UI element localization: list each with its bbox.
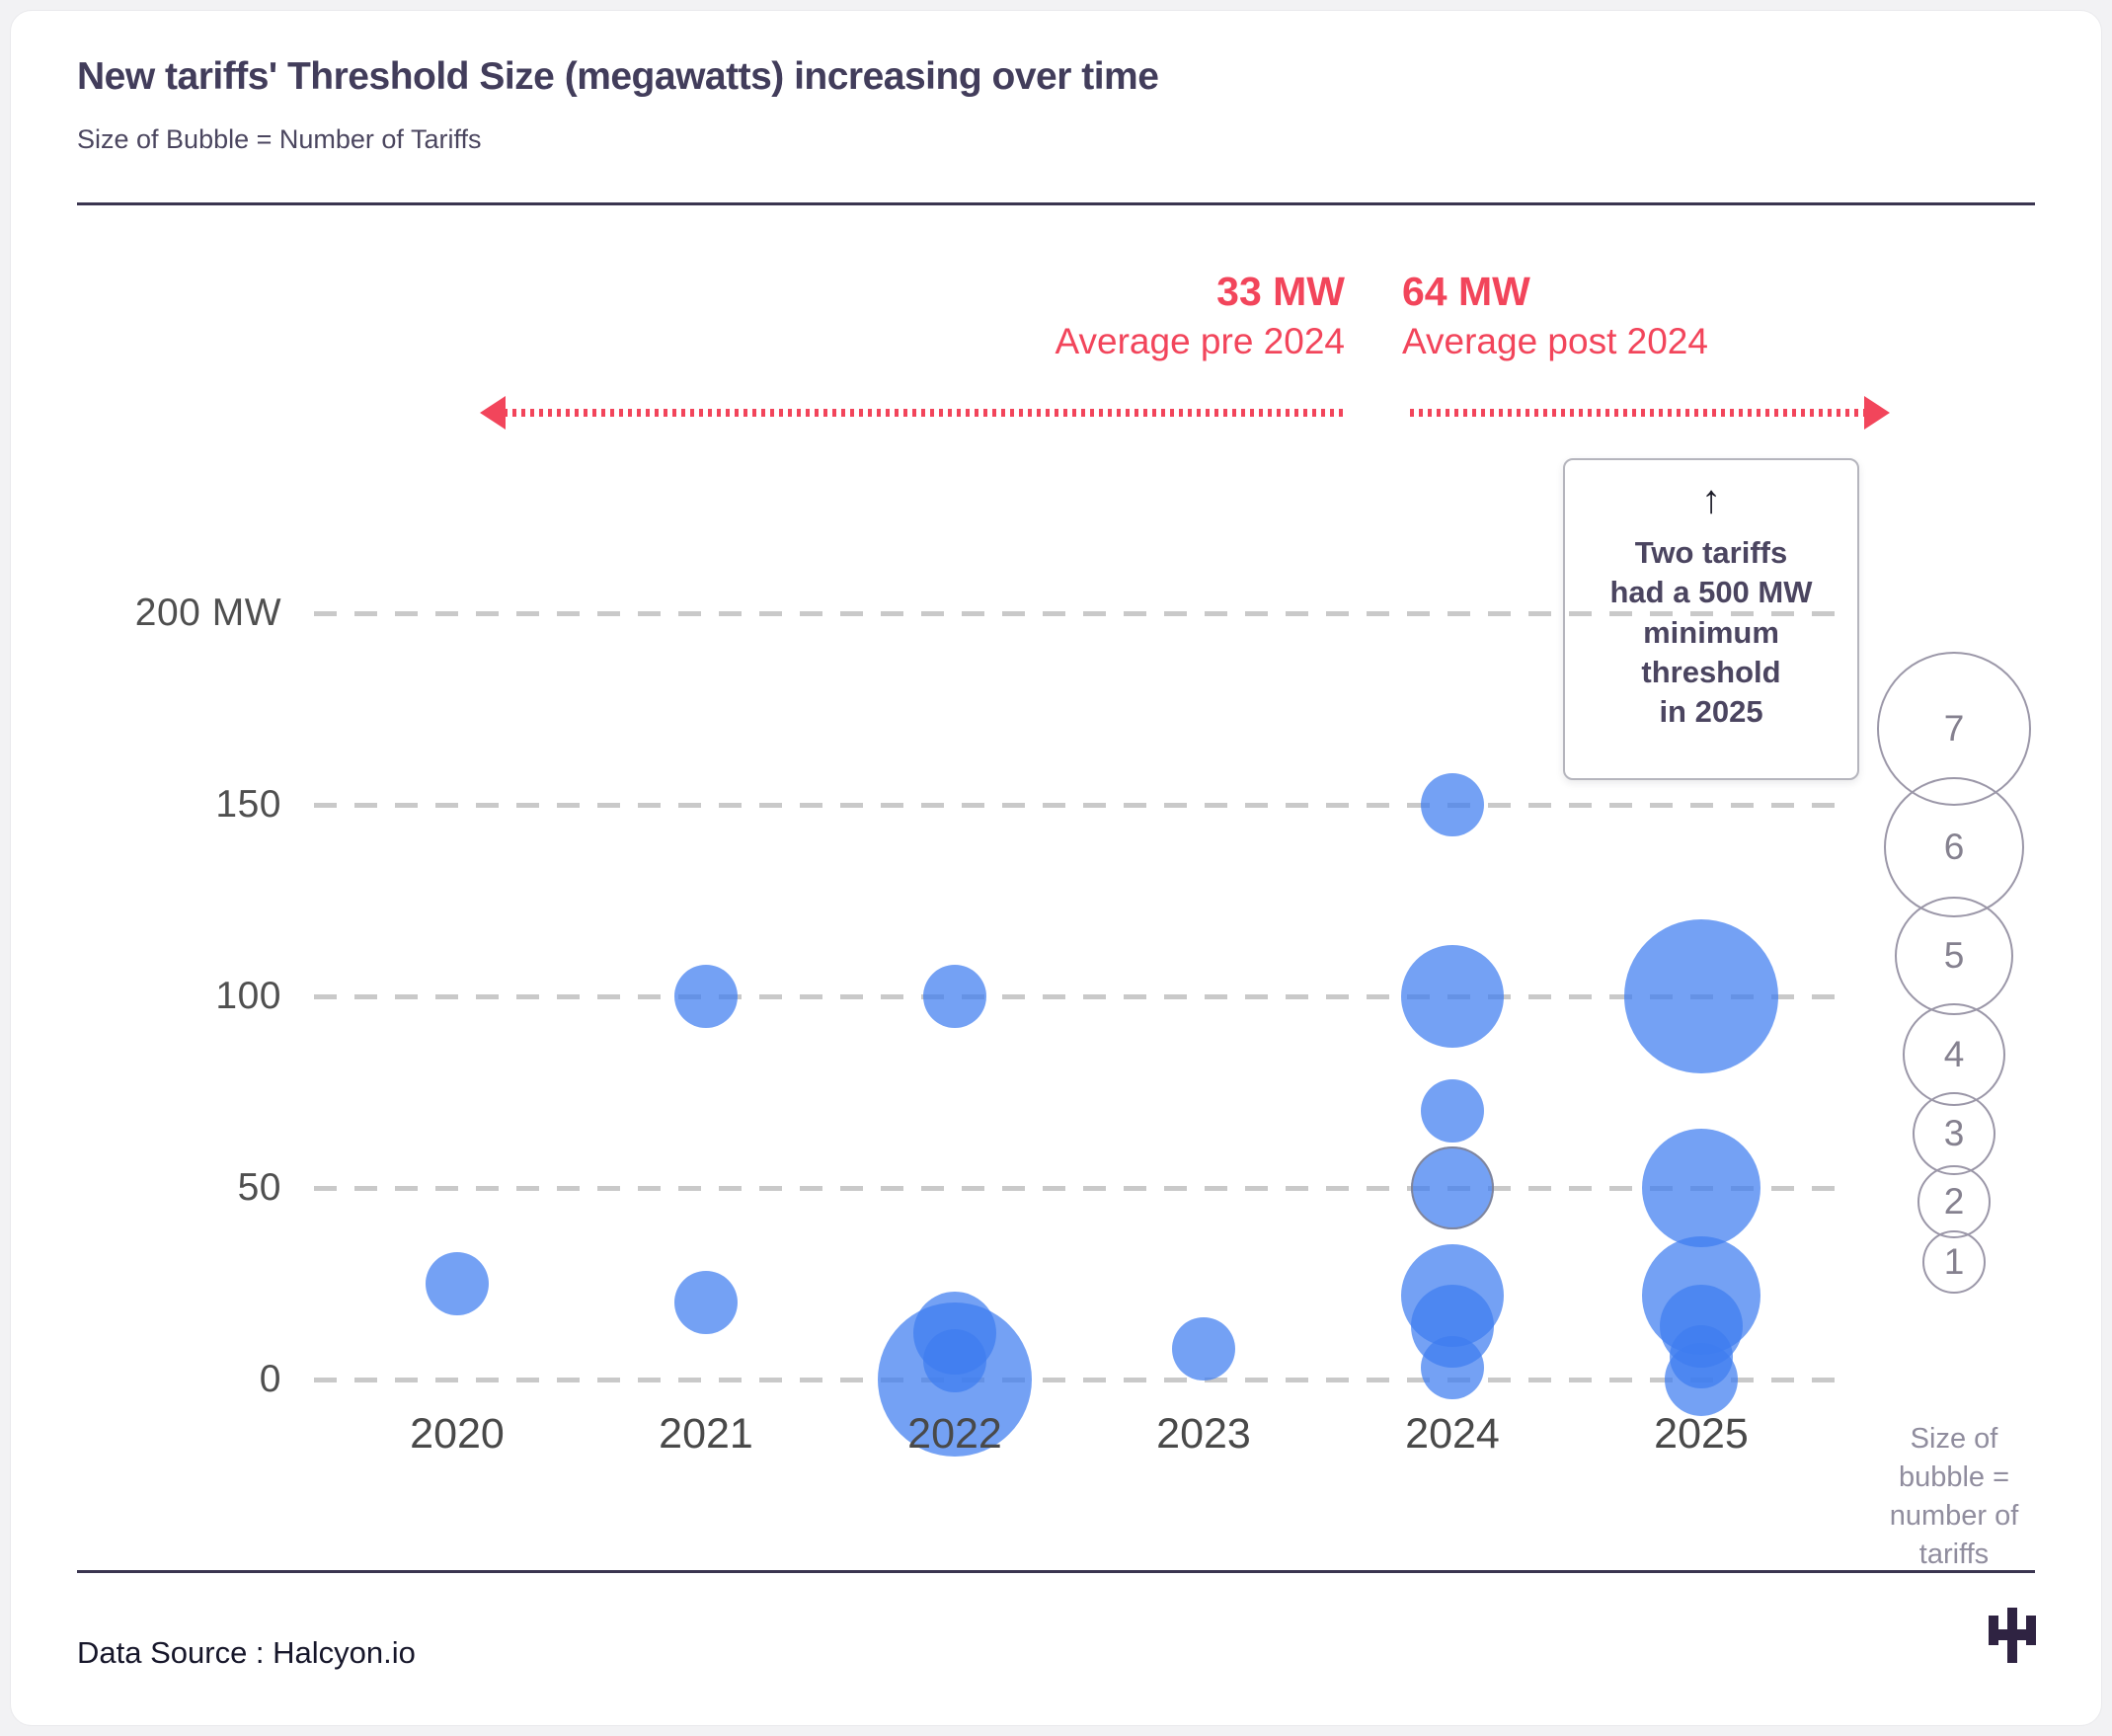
legend-caption: Size of bubble = number of tariffs	[1889, 1423, 2019, 1571]
x-axis-label-2025: 2025	[1654, 1410, 1749, 1458]
gridline-150	[314, 803, 1835, 808]
bubble-2024-100mw	[1401, 945, 1504, 1048]
bubble-2021-100mw	[674, 965, 738, 1028]
y-axis-label-50: 50	[237, 1166, 281, 1209]
page-subtitle: Size of Bubble = Number of Tariffs	[77, 124, 482, 154]
pre-2024-value: 33 MW	[1216, 269, 1345, 314]
gridline-0	[314, 1378, 1835, 1382]
post-2024-label: Average post 2024	[1402, 321, 1708, 362]
x-axis-label-2022: 2022	[907, 1410, 1002, 1458]
gridline-50	[314, 1186, 1835, 1191]
bubble-2022-100mw	[923, 965, 986, 1028]
pre-2024-label: Average pre 2024	[1055, 321, 1346, 362]
legend-circle-4: 4	[1903, 1003, 2005, 1106]
header-divider	[77, 202, 2035, 205]
arrow-right-icon	[1864, 396, 1890, 430]
arrow-left-icon	[480, 396, 506, 430]
x-axis-label-2024: 2024	[1405, 1410, 1500, 1458]
bubble-2024-50mw	[1411, 1146, 1494, 1229]
legend-circle-3: 3	[1913, 1092, 1995, 1175]
y-axis-label-0: 0	[259, 1358, 281, 1400]
legend-circle-5: 5	[1895, 897, 2013, 1015]
gridline-200	[314, 611, 1835, 616]
y-axis-label-150: 150	[215, 783, 281, 826]
y-axis-label-200: 200 MW	[134, 592, 281, 634]
gridline-100	[314, 994, 1835, 999]
bubble-2025-0mw	[1665, 1343, 1738, 1416]
bubble-2022-0mw	[878, 1302, 1032, 1457]
legend-circle-1: 1	[1922, 1230, 1986, 1294]
post-2024-value: 64 MW	[1402, 269, 1530, 314]
annotation-average-post-2024: 64 MW Average post 2024	[1402, 265, 1708, 366]
bubble-2024-150mw	[1421, 773, 1484, 836]
bubble-2025-50mw	[1642, 1129, 1760, 1247]
x-axis-label-2021: 2021	[659, 1410, 753, 1458]
halcyon-logo-icon	[1989, 1608, 2036, 1663]
x-axis-label-2023: 2023	[1156, 1410, 1251, 1458]
legend-circle-2: 2	[1917, 1165, 1991, 1238]
post-2024-dotted-line	[1410, 409, 1866, 417]
annotation-average-pre-2024: 33 MW Average pre 2024	[1056, 265, 1346, 366]
page-title: New tariffs' Threshold Size (megawatts) …	[77, 55, 1159, 98]
x-axis-label-2020: 2020	[410, 1410, 505, 1458]
chart-card	[10, 10, 2102, 1726]
bubble-2023-8mw	[1172, 1316, 1235, 1381]
bubble-2020-25mw	[426, 1252, 489, 1315]
callout-text: Two tariffs had a 500 MW minimum thresho…	[1609, 535, 1813, 730]
bubble-2024-70mw	[1421, 1079, 1484, 1144]
bubble-2021-20mw	[674, 1271, 738, 1335]
bubble-2024-3mw	[1421, 1336, 1484, 1400]
y-axis-label-100: 100	[215, 975, 281, 1017]
bubble-2025-100mw	[1624, 919, 1778, 1073]
footer-divider	[77, 1570, 2035, 1573]
data-source-label: Data Source : Halcyon.io	[77, 1635, 416, 1670]
callout-500mw-note: ↑ Two tariffs had a 500 MW minimum thres…	[1563, 458, 1859, 780]
pre-2024-dotted-line	[504, 409, 1348, 417]
up-arrow-icon: ↑	[1701, 478, 1721, 521]
